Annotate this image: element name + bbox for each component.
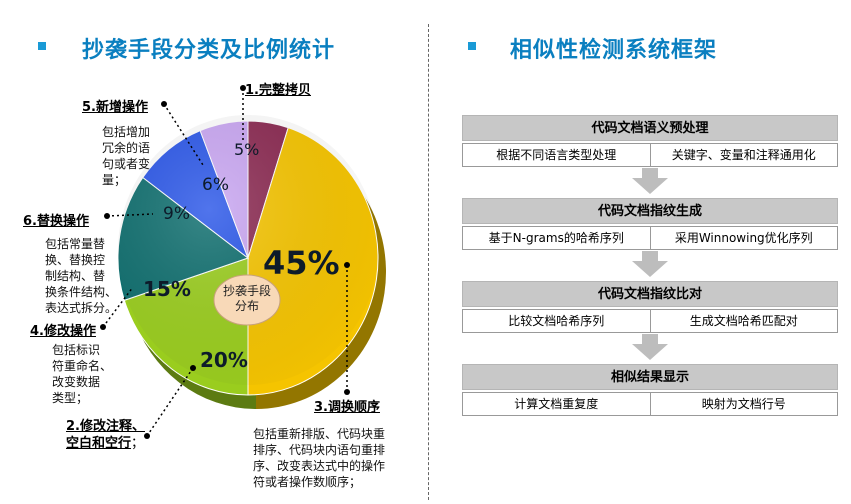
desc-line: 符重命名、 [52,359,113,373]
desc-line: 包括重新排版、代码块重 [253,427,386,441]
leader-dot-2 [144,433,150,439]
pct-label-9: 9% [163,204,190,224]
center-label-text: 抄袭手段分布 [222,284,271,313]
stage-item: 映射为文档行号 [649,393,838,415]
desc-line: 符或者操作数顺序； [253,475,362,489]
leader-dot-3b [344,389,350,395]
leader-dot-5 [161,101,167,107]
down-arrow-icon [632,334,668,360]
desc-line: 换条件结构、 [45,285,118,299]
section-bullet-icon [468,42,476,50]
stage-4-items: 计算文档重复度 映射为文档行号 [462,392,838,416]
desc-modify-op: 包括标识 符重命名、 改变数据 类型； [52,342,132,406]
stage-4-header: 相似结果显示 [462,364,838,390]
desc-line: 序、改变表达式中的操作 [253,459,386,473]
section-divider [428,24,429,500]
stage-3-items: 比较文档哈希序列 生成文档哈希匹配对 [462,309,838,333]
desc-line: 包括增加 [102,125,151,139]
desc-line: 量； [102,173,127,187]
label-modify-op: 4.修改操作 [30,324,96,339]
label-add-op: 5.新增操作 [82,100,148,115]
stage-2-header: 代码文档指纹生成 [462,198,838,224]
leader-dot-3 [344,262,350,268]
stage-item: 根据不同语言类型处理 [496,148,617,162]
desc-line: 换、替换控 [45,253,106,267]
label-complete-copy: 1.完整拷贝 [245,83,311,98]
leader-dot-4 [100,324,106,330]
stage-2-items: 基于N-grams的哈希序列 采用Winnowing优化序列 [462,226,838,250]
stage-item: 计算文档重复度 [514,397,599,411]
flow-arrow-group [632,168,668,360]
desc-line: 制结构、替 [45,269,106,283]
desc-replace-op: 包括常量替 换、替换控 制结构、替 换条件结构、 表达式拆分。 [45,236,135,316]
stage-item: 比较文档哈希序列 [508,314,605,328]
desc-line: 改变数据 [52,375,101,389]
desc-line: 冗余的语 [102,141,151,155]
down-arrow-icon [632,251,668,277]
desc-line: 表达式拆分。 [45,301,118,315]
desc-line: 包括常量替 [45,237,106,251]
desc-line: 排序、代码块内语句重排 [253,443,386,457]
pct-label-5: 5% [234,140,260,159]
stage-item: 采用Winnowing优化序列 [649,227,838,249]
label-replace-op: 6.替换操作 [23,214,89,229]
label-modify-comments: 2.修改注释、 空白和空行； [66,418,145,452]
stage-item: 关键字、变量和注释通用化 [649,144,838,166]
pct-label-45: 45% [263,244,340,282]
stage-3-header: 代码文档指纹比对 [462,281,838,307]
leader-dot-2b [190,365,196,371]
right-section-title: 相似性检测系统框架 [510,38,718,63]
leader-line-4 [102,286,134,328]
stage-item: 生成文档哈希匹配对 [649,310,838,332]
leader-dot-6 [104,213,110,219]
section-bullet-icon [38,42,46,50]
label-swap-order: 3.调换顺序 [314,400,380,415]
desc-line: 包括标识 [52,343,101,357]
leader-line-5 [163,103,204,166]
label-suffix: ； [131,436,145,451]
center-label: 抄袭手段分布 [216,284,278,314]
label-modify-comments-line1: 2.修改注释、 [66,419,145,434]
left-section-title: 抄袭手段分类及比例统计 [82,38,336,63]
center-label-bubble [213,274,281,326]
label-modify-comments-text: 空白和空行 [66,436,132,451]
stage-1-items: 根据不同语言类型处理 关键字、变量和注释通用化 [462,143,838,167]
flow-arrows [632,168,668,360]
stage-1-header: 代码文档语义预处理 [462,115,838,141]
pct-label-6: 6% [202,175,229,195]
desc-line: 类型； [52,391,89,405]
stage-item: 基于N-grams的哈希序列 [488,231,624,245]
desc-line: 句或者变 [102,157,151,171]
leader-dot-1 [240,85,246,91]
pct-label-15: 15% [143,277,191,301]
label-modify-comments-line2: 空白和空行； [66,435,145,452]
down-arrow-icon [632,168,668,194]
desc-swap-order: 包括重新排版、代码块重 排序、代码块内语句重排 序、改变表达式中的操作 符或者操… [253,426,413,490]
leader-line-2 [146,367,194,437]
desc-add-op: 包括增加 冗余的语 句或者变 量； [102,124,172,188]
leader-lines [102,88,348,437]
pct-label-20: 20% [200,348,248,372]
